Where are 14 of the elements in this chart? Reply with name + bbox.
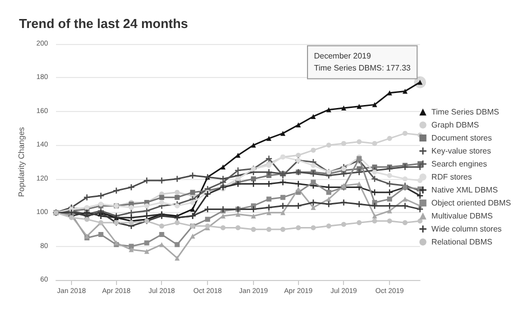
legend-label: Relational DBMS (431, 238, 492, 246)
chart-title: Trend of the last 24 months (19, 16, 188, 31)
legend-label: Document stores (431, 134, 492, 142)
legend-label: Wide column stores (431, 224, 502, 234)
legend-label: Native XML DBMS (431, 186, 498, 194)
annotation: December 2019 Time Series DBMS: 177.33 (314, 52, 412, 73)
y-axis-title: Popularity Changes (16, 127, 26, 197)
legend-label: Search engines (431, 160, 488, 168)
legend-label: Object oriented DBMS (431, 198, 512, 208)
legend-label: Graph DBMS (431, 120, 479, 130)
legend-label: RDF stores (431, 172, 472, 182)
legend-label: Time Series DBMS (431, 108, 500, 116)
legend-label: Multivalue DBMS (431, 212, 493, 220)
legend-label: Key-value stores (431, 146, 492, 156)
